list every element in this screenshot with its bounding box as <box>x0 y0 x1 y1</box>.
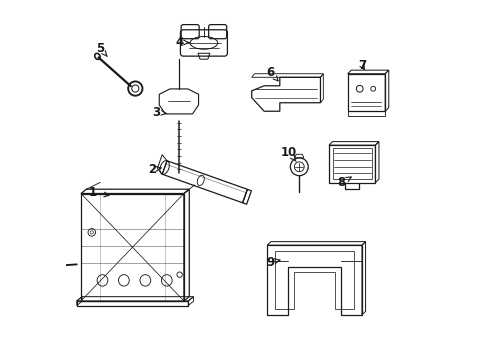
Text: 7: 7 <box>358 59 366 72</box>
Text: 5: 5 <box>96 42 107 57</box>
Text: 10: 10 <box>280 146 297 161</box>
Text: 4: 4 <box>175 36 189 49</box>
Text: 6: 6 <box>267 66 278 81</box>
Text: 9: 9 <box>266 256 280 269</box>
Text: 1: 1 <box>89 186 109 199</box>
Text: 2: 2 <box>148 163 162 176</box>
Text: 8: 8 <box>337 176 351 189</box>
Text: 3: 3 <box>152 105 166 119</box>
